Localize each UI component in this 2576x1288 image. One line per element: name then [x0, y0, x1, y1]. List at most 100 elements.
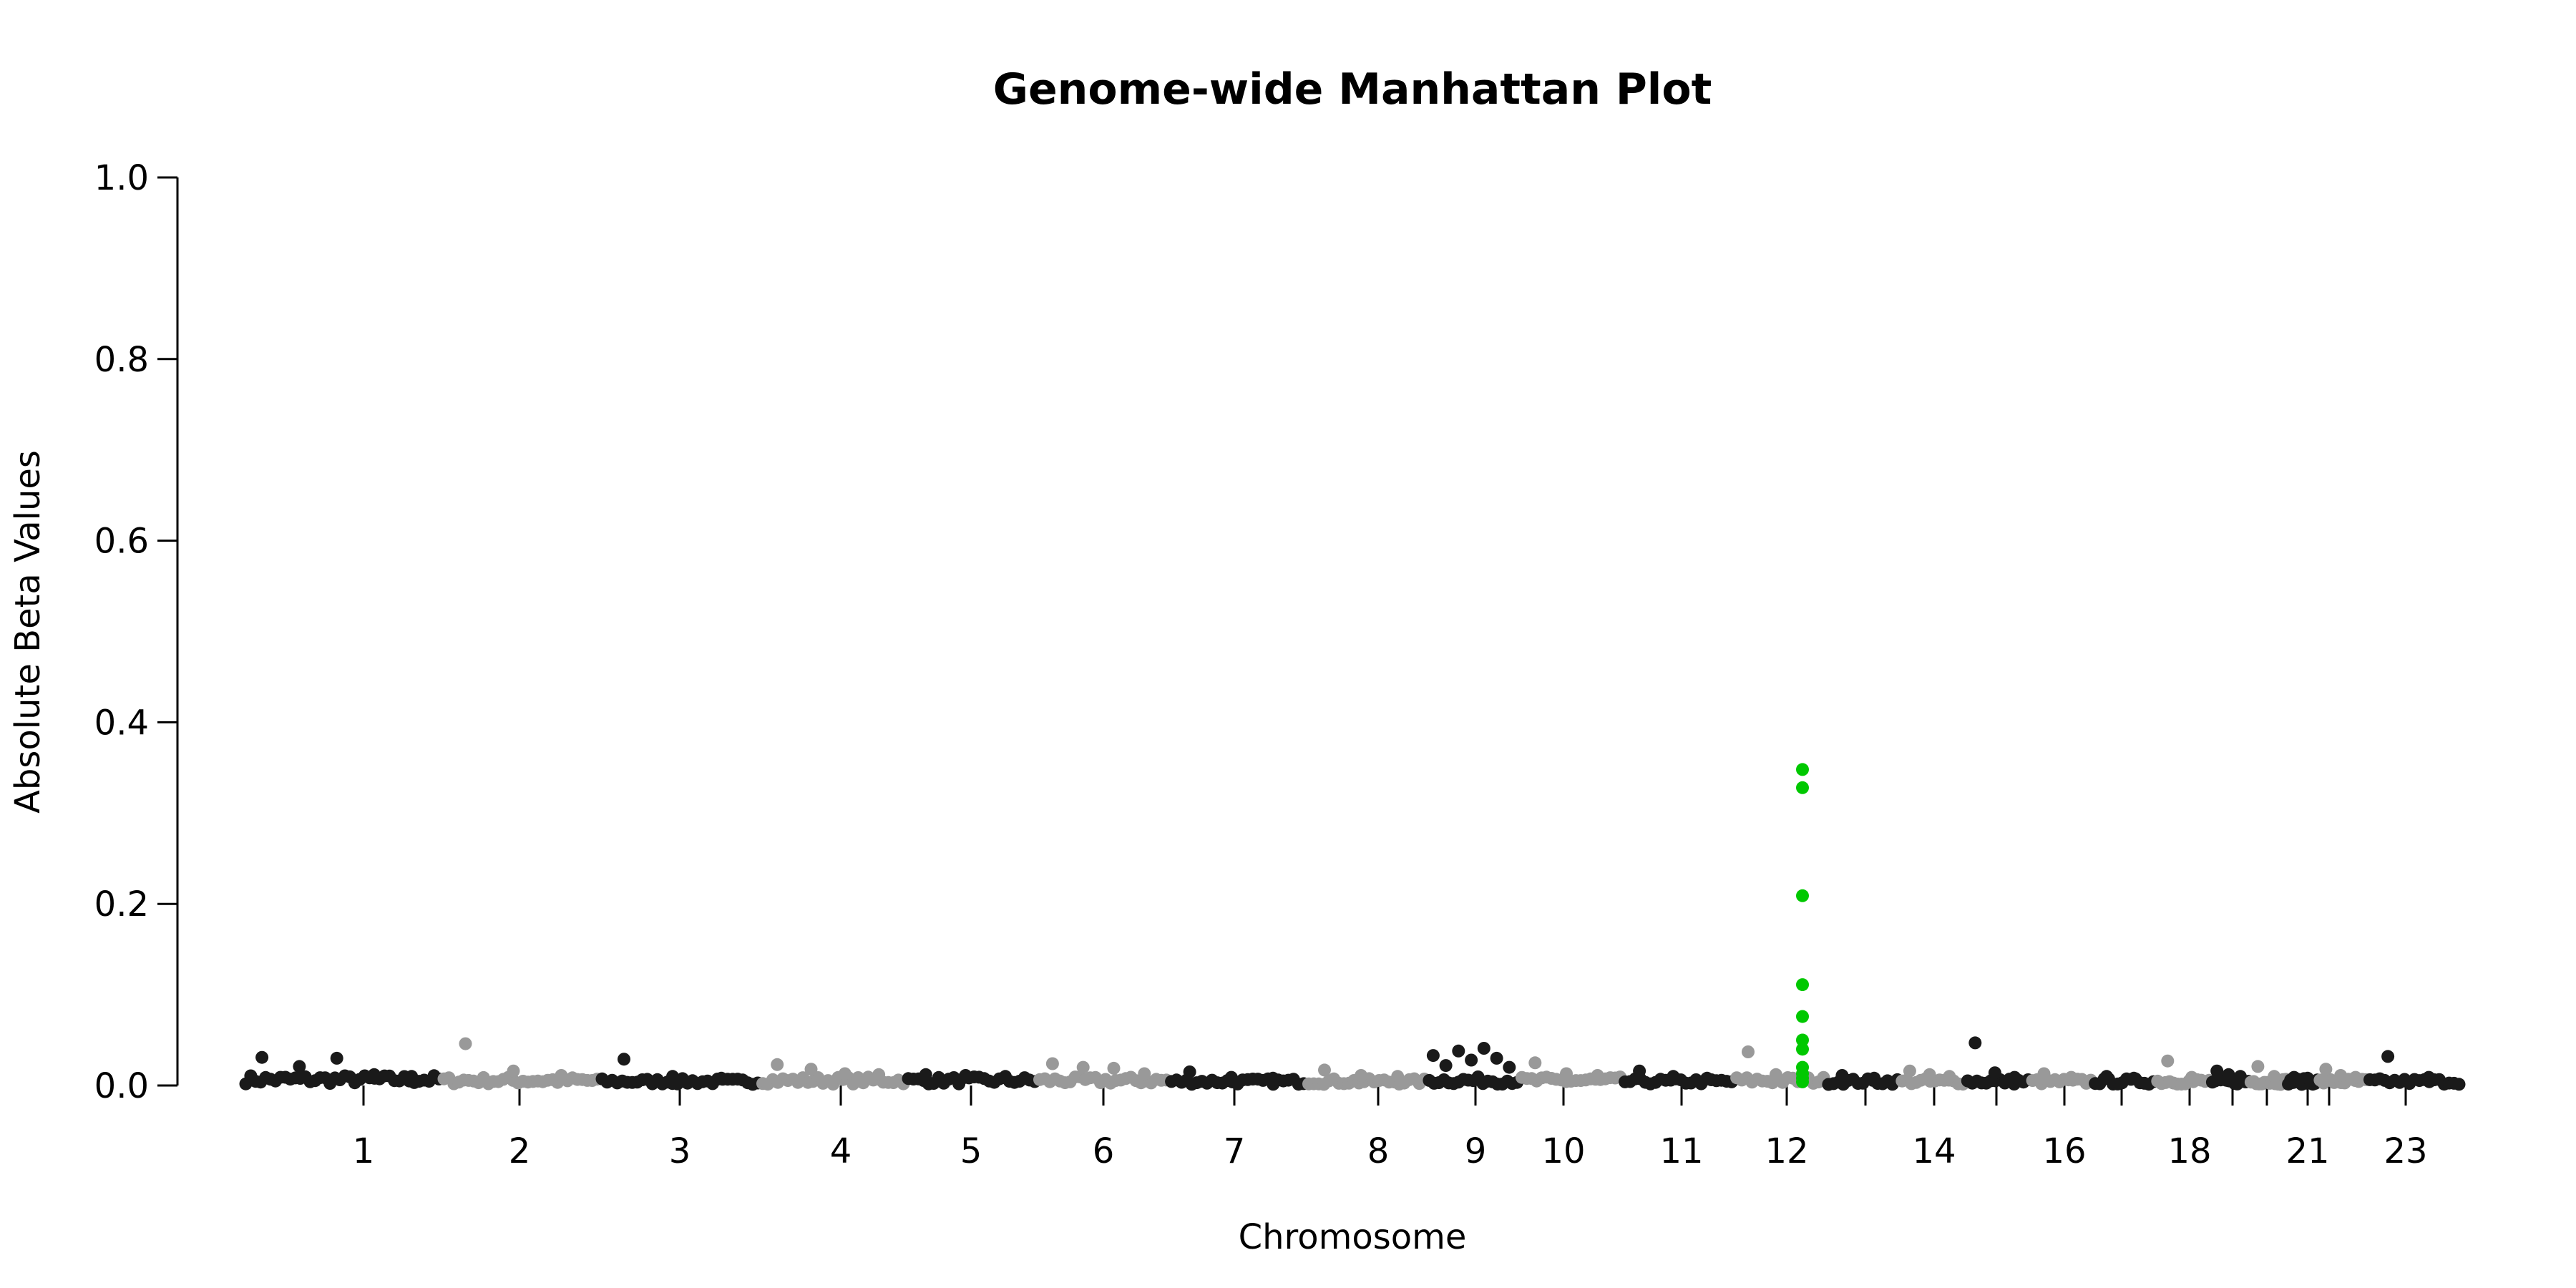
y-axis: 0.0 0.2 0.4 0.6 0.8 1.0 [94, 158, 179, 1106]
data-point [2210, 1064, 2224, 1078]
highlight-point [1796, 1075, 1809, 1088]
y-tick-label: 0.2 [94, 884, 149, 924]
data-point [1465, 1053, 1478, 1067]
data-point [1968, 1036, 1982, 1050]
data-point [405, 1070, 419, 1083]
data-point [1267, 1071, 1279, 1085]
highlight-point [1796, 1010, 1809, 1023]
data-point [2100, 1070, 2113, 1083]
data-point [2348, 1070, 2362, 1084]
y-tick-label: 0.8 [94, 340, 149, 380]
data-point [2422, 1070, 2436, 1084]
data-point [1667, 1070, 1680, 1083]
data-point [1742, 1045, 1755, 1058]
data-point [1700, 1071, 1714, 1085]
chart-title: Genome-wide Manhattan Plot [993, 64, 1712, 114]
highlight-point [1796, 763, 1809, 776]
x-tick-label: 18 [2167, 1131, 2211, 1171]
data-point [872, 1068, 886, 1081]
data-point [2268, 1070, 2281, 1083]
data-point [2008, 1070, 2021, 1084]
highlight-point [1796, 781, 1809, 794]
x-tick-label: 10 [1541, 1131, 1585, 1171]
x-tick-label: 4 [830, 1131, 852, 1171]
data-point [1903, 1064, 1916, 1078]
data-point [330, 1051, 343, 1065]
data-point [1318, 1063, 1331, 1077]
data-point [2251, 1060, 2265, 1073]
data-point [2452, 1078, 2466, 1091]
data-point [293, 1060, 306, 1073]
x-tick-label: 9 [1465, 1131, 1487, 1171]
data-point [1076, 1060, 1090, 1074]
data-point [1045, 1057, 1059, 1070]
data-point [1477, 1042, 1491, 1055]
data-point [2127, 1071, 2141, 1085]
x-tick-label: 12 [1765, 1131, 1808, 1171]
data-point [459, 1037, 472, 1050]
x-tick-label: 11 [1659, 1131, 1703, 1171]
data-point [666, 1070, 679, 1083]
x-tick-label: 16 [2042, 1131, 2086, 1171]
data-point [1988, 1066, 2001, 1080]
data-point [1633, 1064, 1646, 1078]
data-point [1107, 1061, 1121, 1075]
x-tick-label: 8 [1367, 1131, 1390, 1171]
data-point [1355, 1069, 1368, 1082]
y-tick-label: 0.0 [94, 1066, 149, 1106]
data-point [959, 1069, 972, 1082]
highlight-point [1796, 1043, 1809, 1056]
x-tick-label: 6 [1093, 1131, 1115, 1171]
data-point [1560, 1067, 1573, 1080]
data-point [715, 1071, 728, 1085]
data-point [1138, 1067, 1151, 1080]
data-point [1452, 1044, 1465, 1058]
x-tick-label: 7 [1224, 1131, 1246, 1171]
data-point [1391, 1070, 1405, 1083]
data-point [1528, 1056, 1542, 1070]
data-point [804, 1063, 818, 1076]
x-tick-label: 23 [2384, 1131, 2427, 1171]
data-point [1490, 1051, 1503, 1065]
data-point [2334, 1069, 2348, 1082]
y-axis-label: Absolute Beta Values [8, 450, 48, 814]
data-point [2381, 1050, 2395, 1063]
data-point [1943, 1070, 1956, 1083]
data-point [1769, 1068, 1782, 1081]
data-point [1183, 1065, 1196, 1078]
data-point [2301, 1071, 2314, 1085]
data-point [2222, 1068, 2235, 1081]
x-axis-label: Chromosome [1239, 1217, 1467, 1257]
data-point [1439, 1059, 1453, 1073]
data-point [1835, 1069, 1849, 1082]
y-tick-label: 0.4 [94, 703, 149, 743]
data-point [2233, 1070, 2247, 1083]
data-point [1426, 1049, 1440, 1063]
data-point [919, 1068, 932, 1081]
data-point [1224, 1070, 1238, 1084]
data-point [1868, 1071, 1881, 1085]
y-tick-label: 1.0 [94, 158, 149, 198]
data-point [367, 1068, 381, 1081]
data-point [999, 1070, 1012, 1083]
data-point [2319, 1063, 2333, 1076]
y-tick-label: 0.6 [94, 522, 149, 562]
x-tick-label: 5 [960, 1131, 982, 1171]
x-axis: 1 2 3 4 5 6 7 8 9 10 11 12 14 16 18 21 23 [353, 1085, 2428, 1171]
x-tick-label: 14 [1912, 1131, 1956, 1171]
data-point [1591, 1069, 1604, 1082]
data-point [2288, 1070, 2301, 1084]
data-point [2064, 1070, 2078, 1084]
x-tick-label: 21 [2285, 1131, 2329, 1171]
data-point [2037, 1067, 2051, 1080]
data-point [771, 1058, 784, 1071]
data-point [1923, 1068, 1936, 1081]
data-point [255, 1050, 269, 1064]
data-point [507, 1064, 520, 1078]
x-tick-label: 1 [353, 1131, 375, 1171]
highlight-point [1796, 978, 1809, 992]
x-tick-label: 3 [669, 1131, 691, 1171]
data-point [1503, 1060, 1516, 1074]
